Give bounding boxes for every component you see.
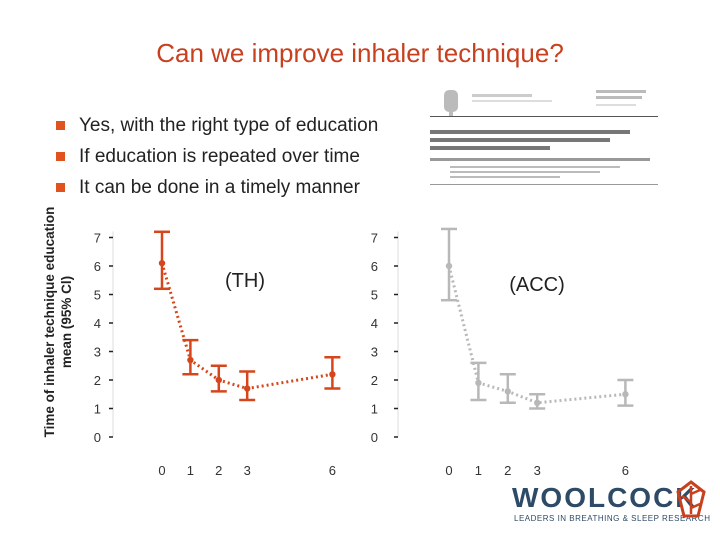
data-point [158,259,166,267]
slide-title: Can we improve inhaler technique? [156,38,564,68]
bullet-item: If education is repeated over time [56,141,378,172]
x-tick-label: 1 [475,463,482,478]
error-bar [499,373,516,405]
x-tick-label: 0 [158,463,165,478]
y-tick-label: 7 [371,231,378,246]
series-line [447,265,626,405]
x-tick-label: 6 [329,463,336,478]
y-tick-label: 3 [371,345,378,360]
x-tick-label: 6 [622,463,629,478]
error-bar [154,230,170,291]
logo-tagline: LEADERS IN BREATHING & SLEEP RESEARCH [514,514,711,523]
bullet-text: If education is repeated over time [79,145,360,167]
y-tick-label: 0 [94,430,101,445]
y-axis-label: Time of inhaler technique education mean… [41,207,75,438]
y-tick-label: 7 [94,231,101,246]
bullet-text: Yes, with the right type of education [79,114,379,136]
y-tick-label: 6 [371,259,378,274]
chart-panel-acc: 0 1 2 3 4 5 6 7 0 1 2 3 6 (ACC) [371,227,634,478]
bullet-text: It can be done in a timely manner [79,176,360,198]
bullet-square-icon [56,121,65,130]
data-point [215,376,222,384]
error-bar [441,227,457,302]
x-tick-label: 3 [534,463,541,478]
error-bar [324,355,341,390]
bullet-list: Yes, with the right type of education If… [56,110,378,203]
y-tick-label: 1 [94,402,101,417]
bullet-square-icon [56,183,65,192]
series-line [160,262,333,391]
y-tick-label: 1 [371,402,378,417]
error-bar [239,370,256,402]
data-point [534,399,541,406]
logo-emblem-icon [676,480,706,518]
bullet-square-icon [56,152,65,161]
x-tick-label: 2 [215,463,222,478]
y-tick-label: 6 [94,259,101,274]
y-tick-label: 3 [94,345,101,360]
x-tick-label: 0 [445,463,452,478]
data-point [475,379,482,387]
journal-article-thumbnail [430,90,658,185]
data-point [504,388,511,395]
y-axis-label-line1: Time of inhaler technique education [42,206,57,438]
woolcock-logo: WOOLCOCK LEADERS IN BREATHING & SLEEP RE… [508,478,711,528]
data-point [329,371,336,378]
bullet-item: Yes, with the right type of education [56,110,378,141]
x-tick-label: 3 [244,463,251,478]
y-tick-label: 5 [371,288,378,303]
bullet-item: It can be done in a timely manner [56,172,378,203]
data-point [445,262,453,270]
data-point [187,356,194,364]
chart-panel-th: 0 1 2 3 4 5 6 7 0 1 2 3 6 (TH) [94,230,341,478]
series-label: (TH) [225,270,265,292]
y-axis-label-line2: mean (95% Cl) [59,275,74,369]
y-tick-label: 0 [371,430,378,445]
logo-wordmark: WOOLCOCK [512,482,698,513]
error-bar [182,338,199,376]
publisher-tree-logo [444,90,458,116]
y-tick-label: 2 [371,373,378,388]
x-tick-label: 1 [187,463,194,478]
y-tick-label: 4 [94,316,101,331]
series-label: (ACC) [509,274,565,296]
data-point [244,385,251,392]
error-bar [617,378,634,407]
x-tick-label: 2 [504,463,511,478]
y-tick-label: 2 [94,373,101,388]
data-point [622,391,629,398]
error-bar [470,361,487,402]
y-tick-label: 5 [94,288,101,303]
error-bar [529,393,546,410]
error-bar [210,364,227,393]
y-tick-label: 4 [371,316,378,331]
